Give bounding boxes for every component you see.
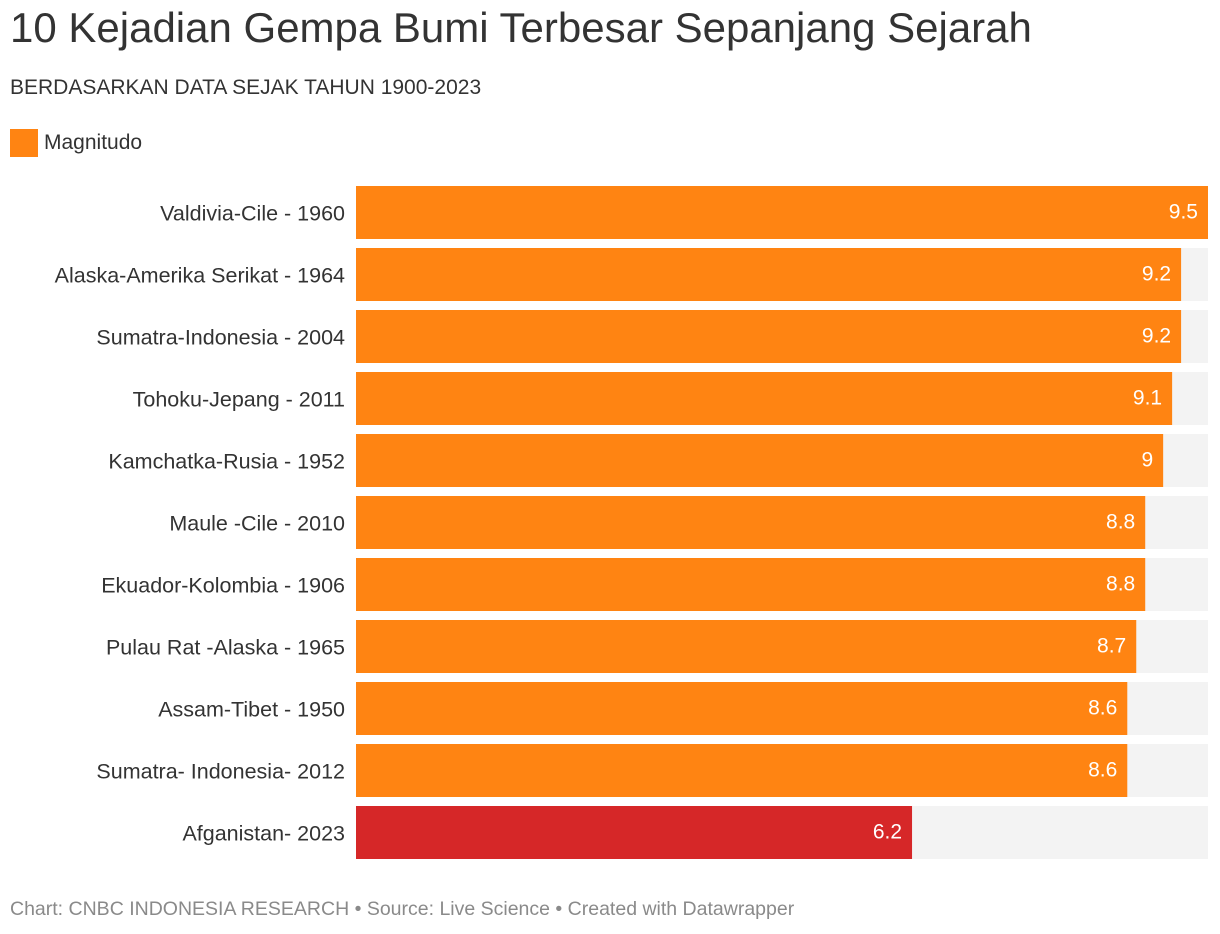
value-label: 8.6 <box>1088 697 1117 720</box>
category-label: Maule -Cile - 2010 <box>169 512 345 536</box>
legend: Magnitudo <box>10 128 142 158</box>
bar <box>356 744 1128 797</box>
bar-row: Tohoku-Jepang - 2011 9.1 <box>133 372 1208 425</box>
bar <box>356 372 1173 425</box>
value-label: 9 <box>1141 449 1153 472</box>
value-label: 9.2 <box>1142 263 1171 286</box>
category-label: Assam-Tibet - 1950 <box>158 698 345 722</box>
category-label: Pulau Rat -Alaska - 1965 <box>106 636 345 660</box>
bar-row: Afganistan- 2023 6.2 <box>182 806 1208 859</box>
bar-row: Assam-Tibet - 1950 8.6 <box>158 682 1208 735</box>
category-label: Valdivia-Cile - 1960 <box>160 202 345 226</box>
bar-row: Pulau Rat -Alaska - 1965 8.7 <box>106 620 1208 673</box>
bar-row: Valdivia-Cile - 1960 9.5 <box>160 186 1208 239</box>
legend-label: Magnitudo <box>44 131 143 154</box>
value-label: 8.7 <box>1097 635 1126 658</box>
bar <box>356 434 1164 487</box>
value-label: 8.8 <box>1106 573 1135 596</box>
bar-row: Ekuador-Kolombia - 1906 8.8 <box>101 558 1208 611</box>
legend-swatch <box>10 129 38 157</box>
category-label: Afganistan- 2023 <box>182 822 345 846</box>
value-label: 9.5 <box>1169 201 1198 224</box>
value-label: 9.2 <box>1142 325 1171 348</box>
category-label: Kamchatka-Rusia - 1952 <box>108 450 345 474</box>
category-label: Sumatra- Indonesia- 2012 <box>96 760 345 784</box>
bar <box>356 682 1128 735</box>
bar-row: Maule -Cile - 2010 8.8 <box>169 496 1208 549</box>
bar <box>356 248 1182 301</box>
value-label: 8.8 <box>1106 511 1135 534</box>
bar <box>356 310 1182 363</box>
category-label: Alaska-Amerika Serikat - 1964 <box>55 264 345 288</box>
chart-subtitle: BERDASARKAN DATA SEJAK TAHUN 1900-2023 <box>10 76 482 99</box>
bar-row: Sumatra- Indonesia- 2012 8.6 <box>96 744 1208 797</box>
category-label: Tohoku-Jepang - 2011 <box>133 388 345 412</box>
bar <box>356 496 1146 549</box>
category-label: Sumatra-Indonesia - 2004 <box>96 326 345 350</box>
bar <box>356 186 1208 239</box>
value-label: 9.1 <box>1133 387 1162 410</box>
bar-row: Alaska-Amerika Serikat - 1964 9.2 <box>55 248 1208 301</box>
category-label: Ekuador-Kolombia - 1906 <box>101 574 345 598</box>
chart-title: 10 Kejadian Gempa Bumi Terbesar Sepanjan… <box>10 4 1032 51</box>
bar <box>356 558 1146 611</box>
bar-chart: Valdivia-Cile - 1960 9.5 Alaska-Amerika Se… <box>55 186 1208 859</box>
bar <box>356 620 1137 673</box>
bar-row: Sumatra-Indonesia - 2004 9.2 <box>96 310 1208 363</box>
bar <box>356 806 913 859</box>
value-label: 6.2 <box>873 821 902 844</box>
value-label: 8.6 <box>1088 759 1117 782</box>
chart-footer: Chart: CNBC INDONESIA RESEARCH • Source:… <box>10 898 795 920</box>
bar-row: Kamchatka-Rusia - 1952 9 <box>108 434 1208 487</box>
